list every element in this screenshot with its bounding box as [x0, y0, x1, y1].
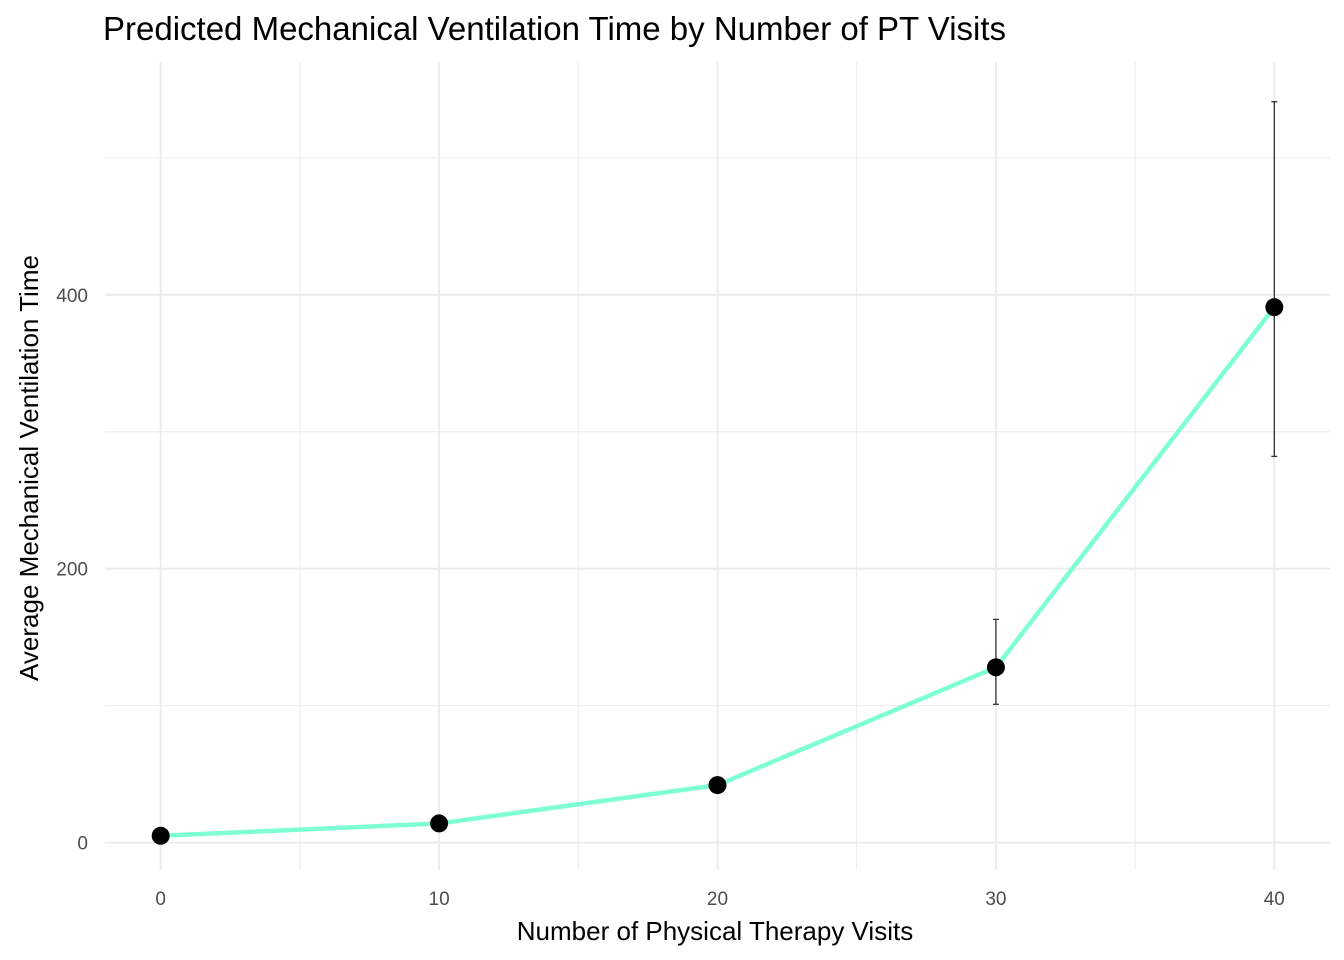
data-point: [1265, 298, 1284, 317]
data-points: [151, 298, 1284, 845]
x-tick-label: 0: [155, 889, 166, 910]
data-point: [151, 826, 170, 845]
y-tick-labels: 0 200 400: [56, 286, 88, 855]
y-tick-label: 400: [56, 286, 88, 307]
data-point: [708, 776, 727, 795]
y-tick-label: 200: [56, 560, 88, 581]
x-tick-label: 30: [985, 889, 1006, 910]
x-tick-label: 40: [1264, 889, 1285, 910]
x-axis-title: Number of Physical Therapy Visits: [517, 916, 913, 946]
x-tick-label: 10: [429, 889, 450, 910]
y-axis-title: Average Mechanical Ventilation Time: [14, 255, 44, 681]
y-tick-label: 0: [77, 834, 88, 855]
major-gridlines: [105, 62, 1330, 870]
data-point: [986, 658, 1005, 677]
data-point: [430, 814, 449, 833]
x-tick-labels: 0 10 20 30 40: [155, 889, 1284, 910]
x-tick-label: 20: [707, 889, 728, 910]
chart-title: Predicted Mechanical Ventilation Time by…: [103, 10, 1007, 47]
